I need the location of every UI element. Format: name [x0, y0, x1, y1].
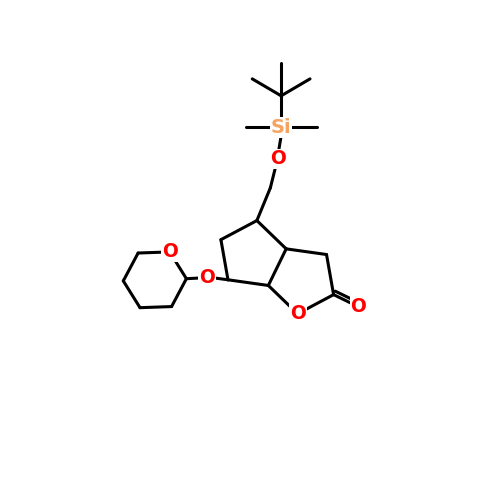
Text: O: O [290, 304, 306, 324]
Text: O: O [162, 242, 178, 262]
Text: O: O [270, 150, 286, 169]
Text: Si: Si [271, 118, 291, 137]
Text: O: O [350, 298, 366, 316]
Text: O: O [199, 268, 215, 287]
